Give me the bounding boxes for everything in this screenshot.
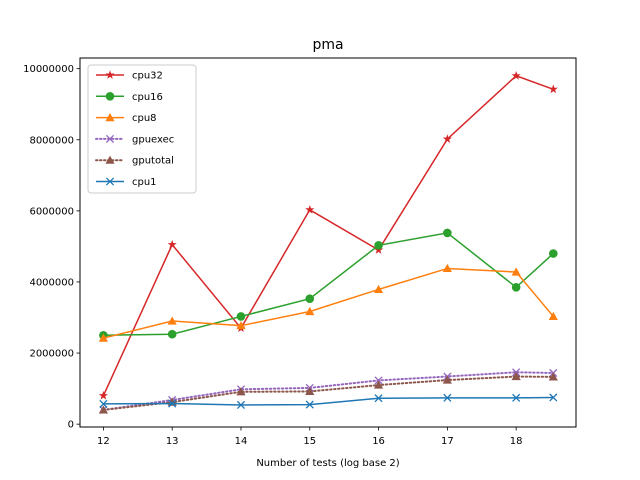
data-point-gputotal	[511, 371, 521, 381]
x-axis: 12 13 14 15 16 17 18	[97, 427, 523, 447]
legend-item-cpu16: cpu16	[96, 92, 163, 103]
data-point-cpu1	[512, 393, 521, 402]
data-point-cpu8	[167, 316, 177, 325]
data-point-cpu1	[374, 394, 383, 403]
data-point-cpu16	[167, 329, 177, 339]
series-line-gputotal	[102, 375, 555, 411]
legend-label: cpu32	[132, 71, 163, 82]
legend: cpu32 cpu16 cpu8 gpuexec gputotal cpu1	[87, 64, 197, 194]
data-point-cpu1	[305, 400, 314, 409]
x-tick-label: 15	[303, 436, 316, 447]
series-line-gpuexec	[102, 371, 555, 411]
plot-frame	[79, 57, 577, 428]
chart-title: pma	[312, 37, 343, 53]
series-cpu1	[99, 393, 558, 410]
data-point-cpu8	[98, 333, 108, 342]
data-point-gpuexec	[374, 376, 383, 385]
data-point-gputotal	[373, 380, 384, 389]
y-axis: 0 2000000 4000000 6000000 8000000 10000000	[23, 64, 80, 431]
data-point-gputotal	[98, 405, 108, 414]
legend-label: gpuexec	[132, 134, 174, 145]
data-point-cpu16	[443, 228, 452, 238]
series-cpu16	[99, 228, 558, 340]
data-point-cpu32	[442, 134, 452, 143]
data-point-cpu16	[236, 312, 246, 321]
legend-label: cpu16	[132, 92, 163, 103]
legend-item-gputotal: gputotal	[95, 155, 174, 167]
data-point-cpu1	[168, 399, 177, 408]
y-tick-label: 10000000	[23, 64, 74, 75]
legend-label: cpu1	[132, 177, 157, 188]
data-point-cpu1	[236, 400, 246, 410]
data-point-cpu1	[549, 393, 558, 402]
y-tick-label: 6000000	[29, 206, 74, 217]
x-tick-label: 14	[235, 436, 248, 447]
data-point-cpu8	[511, 267, 521, 276]
series-line-cpu16	[103, 232, 554, 337]
data-point-cpu32	[548, 84, 558, 94]
data-point-cpu32	[305, 204, 315, 214]
data-point-cpu8	[305, 306, 315, 316]
data-point-cpu8	[236, 321, 246, 330]
data-point-cpu16	[511, 282, 521, 292]
data-point-cpu1	[443, 393, 452, 402]
legend-item-cpu1: cpu1	[96, 177, 157, 188]
x-tick-label: 17	[441, 436, 454, 447]
data-point-cpu16	[548, 249, 558, 258]
y-tick-label: 4000000	[29, 277, 74, 288]
data-point-cpu16	[374, 241, 383, 250]
data-point-gputotal	[236, 387, 246, 396]
legend-marker	[105, 134, 115, 143]
y-tick-label: 8000000	[29, 135, 74, 146]
data-point-cpu8	[373, 284, 384, 294]
legend-item-gpuexec: gpuexec	[95, 134, 174, 145]
series-line-cpu8	[103, 267, 554, 339]
legend-label: gputotal	[132, 156, 174, 167]
legend-marker	[105, 92, 115, 101]
legend-marker	[105, 155, 115, 164]
x-tick-label: 13	[166, 436, 179, 447]
y-tick-label: 0	[68, 420, 74, 431]
data-point-cpu32	[167, 239, 177, 249]
x-tick-label: 12	[97, 436, 110, 447]
data-point-cpu16	[305, 294, 315, 303]
data-point-cpu1	[99, 399, 108, 408]
series-gputotal	[98, 371, 558, 414]
legend-box	[87, 64, 197, 194]
data-point-gputotal	[305, 386, 315, 396]
data-point-gputotal	[548, 372, 558, 381]
legend-item-cpu8: cpu8	[96, 113, 157, 124]
data-point-cpu32	[98, 390, 108, 400]
plot-area	[98, 70, 558, 414]
series-line-cpu1	[103, 396, 554, 406]
data-point-cpu8	[442, 263, 452, 273]
data-point-cpu32	[511, 70, 521, 80]
series-cpu8	[98, 263, 558, 342]
y-tick-label: 2000000	[29, 349, 74, 360]
data-point-gputotal	[442, 375, 452, 384]
legend-label: cpu8	[132, 113, 157, 124]
series-line-cpu32	[102, 74, 554, 397]
legend-marker	[105, 113, 115, 122]
legend-marker	[105, 70, 115, 79]
legend-item-cpu32: cpu32	[96, 70, 163, 82]
x-tick-label: 16	[372, 436, 385, 447]
legend-marker	[105, 177, 115, 186]
x-tick-label: 18	[510, 436, 523, 447]
x-axis-label: Number of tests (log base 2)	[256, 458, 399, 469]
data-point-cpu8	[548, 311, 558, 321]
